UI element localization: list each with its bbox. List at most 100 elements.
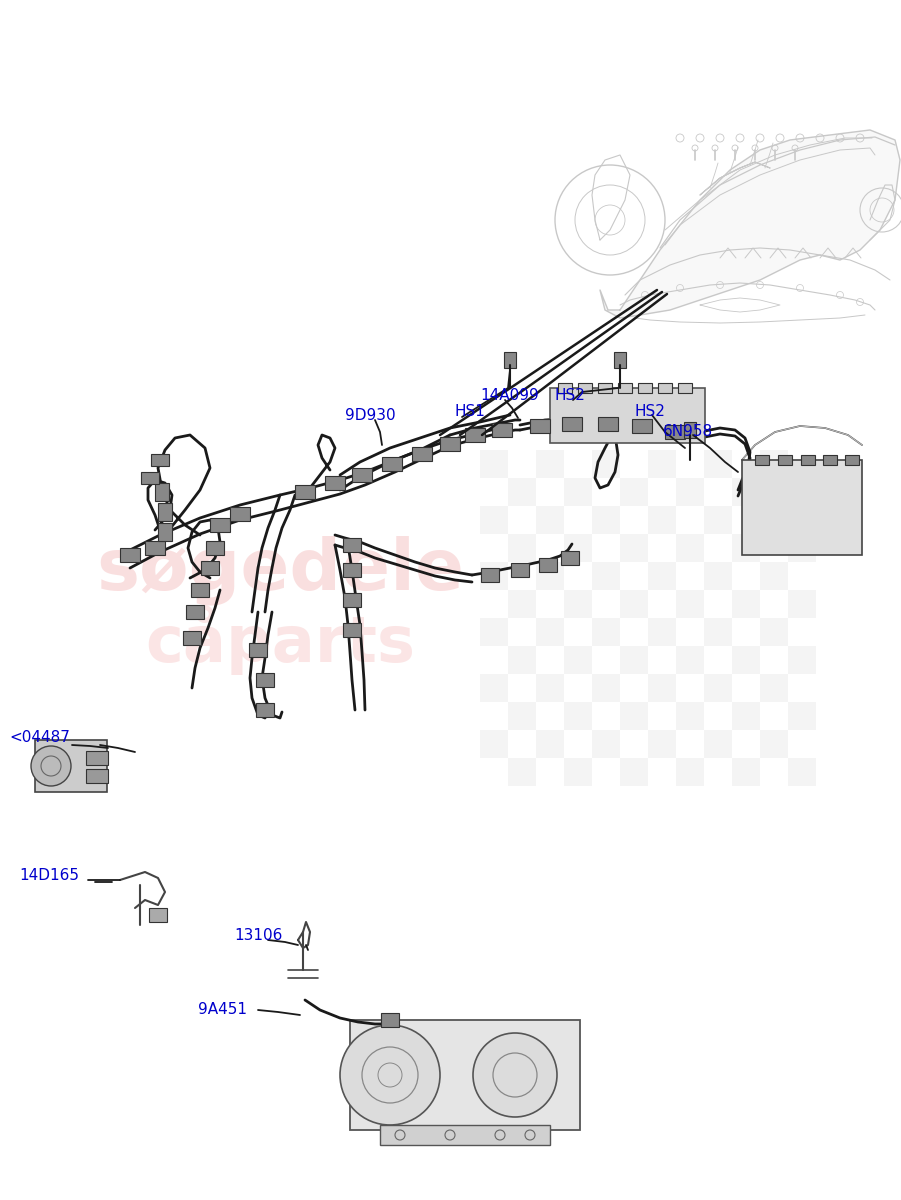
Bar — [481, 568, 499, 582]
Bar — [676, 702, 704, 730]
Bar — [536, 506, 564, 534]
Bar — [704, 618, 732, 646]
Bar — [564, 758, 592, 786]
Bar — [558, 383, 572, 392]
Bar — [578, 383, 592, 392]
Bar — [201, 560, 219, 575]
Bar — [343, 563, 361, 577]
Bar — [704, 450, 732, 478]
Bar — [480, 562, 508, 590]
Bar — [230, 506, 250, 521]
Bar — [704, 562, 732, 590]
Bar — [480, 730, 508, 758]
Bar — [620, 534, 648, 562]
Bar — [801, 455, 815, 464]
Bar — [732, 702, 760, 730]
Bar — [678, 383, 692, 392]
Bar — [380, 1126, 550, 1145]
Bar — [562, 416, 582, 431]
Bar — [788, 702, 816, 730]
Bar — [592, 450, 620, 478]
Bar — [86, 769, 108, 782]
Bar — [658, 383, 672, 392]
Bar — [620, 758, 648, 786]
Bar — [465, 428, 485, 442]
Bar — [648, 506, 676, 534]
Bar — [158, 523, 172, 541]
Bar — [676, 590, 704, 618]
Bar — [35, 740, 107, 792]
Bar — [760, 674, 788, 702]
Bar — [155, 482, 169, 502]
Bar — [508, 534, 536, 562]
Bar — [564, 478, 592, 506]
Bar — [210, 518, 230, 532]
Bar — [618, 383, 632, 392]
Bar — [564, 702, 592, 730]
Text: 6N958: 6N958 — [663, 425, 713, 439]
Text: 9D930: 9D930 — [345, 408, 396, 422]
Text: HS1: HS1 — [455, 404, 486, 420]
Circle shape — [473, 1033, 557, 1117]
Bar — [760, 506, 788, 534]
Bar — [86, 751, 108, 766]
Bar — [158, 503, 172, 521]
Bar — [564, 534, 592, 562]
Bar — [564, 646, 592, 674]
Text: HS2: HS2 — [555, 388, 586, 402]
Text: 13106: 13106 — [234, 929, 282, 943]
Bar — [755, 455, 769, 464]
Bar — [564, 590, 592, 618]
Bar — [592, 674, 620, 702]
Bar — [511, 563, 529, 577]
Bar — [732, 590, 760, 618]
Bar — [149, 908, 167, 922]
Bar — [141, 472, 159, 484]
Bar — [676, 646, 704, 674]
Bar — [206, 541, 224, 554]
Bar — [536, 562, 564, 590]
Bar — [676, 478, 704, 506]
Bar — [536, 618, 564, 646]
Bar — [760, 730, 788, 758]
Bar — [145, 541, 165, 554]
Bar — [778, 455, 792, 464]
Bar — [256, 673, 274, 686]
Bar — [760, 450, 788, 478]
Bar — [638, 383, 652, 392]
Bar — [536, 450, 564, 478]
Bar — [412, 446, 432, 461]
Bar — [508, 478, 536, 506]
Bar — [704, 506, 732, 534]
Bar — [648, 674, 676, 702]
Text: 14D165: 14D165 — [19, 869, 79, 883]
Text: 9A451: 9A451 — [198, 1002, 247, 1018]
Bar — [382, 457, 402, 470]
Text: HS2: HS2 — [635, 404, 666, 420]
Bar — [183, 631, 201, 646]
Bar — [480, 618, 508, 646]
Text: <04487: <04487 — [9, 731, 70, 745]
Bar — [788, 590, 816, 618]
Bar — [732, 534, 760, 562]
Bar — [249, 643, 267, 658]
Bar — [620, 478, 648, 506]
Bar — [704, 674, 732, 702]
Bar — [480, 450, 508, 478]
Bar — [343, 538, 361, 552]
Bar — [732, 478, 760, 506]
Bar — [620, 646, 648, 674]
Bar — [676, 534, 704, 562]
Bar — [536, 730, 564, 758]
Bar — [676, 758, 704, 786]
Bar — [592, 618, 620, 646]
Bar — [665, 425, 685, 439]
Bar — [760, 618, 788, 646]
Bar — [381, 1013, 399, 1027]
Circle shape — [340, 1025, 440, 1126]
Bar — [480, 674, 508, 702]
Bar — [343, 623, 361, 637]
Bar — [504, 352, 516, 368]
Bar — [760, 562, 788, 590]
Bar — [684, 422, 696, 438]
